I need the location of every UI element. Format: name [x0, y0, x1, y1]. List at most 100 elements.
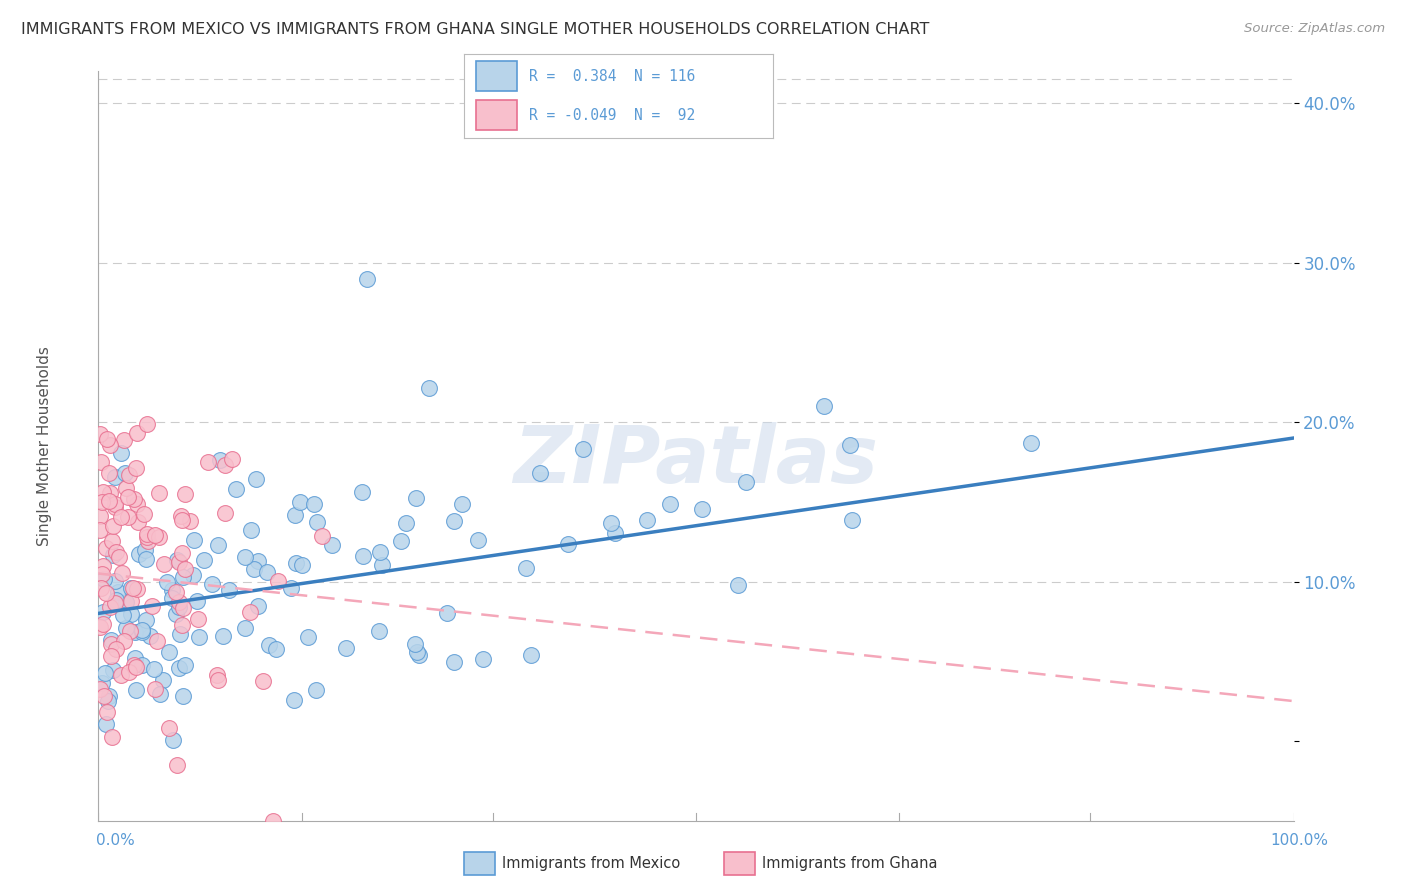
Point [110, 446, 132, 460]
Point [127, 515, 149, 529]
Point [136, 530, 159, 544]
Point [242, 562, 264, 576]
Text: Immigrants from Mexico: Immigrants from Mexico [502, 856, 681, 871]
Point [91, 675, 114, 690]
Point [284, 508, 307, 522]
Point [114, 621, 136, 635]
Point [405, 637, 427, 651]
Point [572, 442, 595, 456]
Point [139, 629, 162, 643]
Point [120, 624, 142, 638]
Point [174, 486, 197, 500]
Point [125, 660, 148, 674]
Point [108, 550, 131, 565]
Point [172, 689, 194, 703]
Point [262, 814, 284, 829]
Point [305, 683, 328, 698]
Point [520, 648, 543, 662]
Point [143, 681, 166, 696]
Point [141, 599, 163, 614]
Point [264, 641, 287, 656]
Point [304, 497, 326, 511]
Point [690, 501, 713, 516]
Point [104, 641, 127, 656]
Point [100, 730, 122, 744]
Point [170, 509, 193, 524]
Point [169, 626, 191, 640]
Point [104, 596, 127, 610]
Point [183, 533, 205, 548]
Point [111, 607, 134, 622]
Point [104, 592, 127, 607]
Point [93, 690, 115, 704]
Point [408, 648, 430, 662]
Point [148, 530, 170, 544]
Point [214, 506, 236, 520]
Point [125, 497, 148, 511]
Point [136, 526, 159, 541]
Point [89, 426, 111, 441]
Point [96, 586, 118, 600]
Point [98, 485, 121, 500]
Point [173, 657, 195, 672]
Point [117, 510, 139, 524]
Point [266, 574, 288, 588]
Point [288, 495, 311, 509]
Point [257, 638, 280, 652]
Point [205, 668, 228, 682]
Point [90, 581, 112, 595]
Point [165, 584, 187, 599]
Point [91, 558, 114, 573]
Point [120, 581, 142, 595]
Point [146, 633, 169, 648]
Point [93, 572, 115, 586]
Point [100, 649, 122, 664]
Point [405, 491, 427, 505]
Point [104, 497, 127, 511]
Point [120, 607, 142, 621]
Point [132, 507, 155, 521]
Point [529, 466, 551, 480]
Point [162, 582, 184, 597]
Point [162, 733, 184, 747]
Point [291, 558, 314, 572]
Point [395, 516, 418, 531]
Point [515, 561, 537, 575]
Point [94, 541, 117, 556]
Point [100, 599, 122, 614]
Point [235, 621, 257, 635]
Point [245, 472, 267, 486]
Point [101, 519, 124, 533]
Point [169, 555, 191, 569]
Point [131, 657, 153, 672]
Point [91, 495, 114, 509]
Point [658, 497, 681, 511]
Point [131, 624, 153, 639]
Point [167, 600, 190, 615]
Point [246, 599, 269, 613]
Point [122, 582, 145, 596]
Point [143, 662, 166, 676]
Point [166, 758, 188, 772]
Point [280, 581, 302, 595]
Point [212, 629, 235, 643]
Point [89, 682, 111, 697]
Point [128, 547, 150, 561]
Point [201, 577, 224, 591]
Point [173, 562, 195, 576]
Point [148, 843, 170, 857]
Bar [477, 100, 516, 130]
Point [471, 651, 494, 665]
Point [727, 578, 749, 592]
Point [100, 637, 122, 651]
Point [838, 438, 860, 452]
Point [240, 523, 263, 537]
Point [167, 660, 190, 674]
Point [225, 482, 247, 496]
Point [148, 485, 170, 500]
Point [135, 417, 157, 432]
Point [96, 432, 118, 446]
Point [187, 612, 209, 626]
Point [557, 536, 579, 550]
Point [247, 554, 270, 568]
